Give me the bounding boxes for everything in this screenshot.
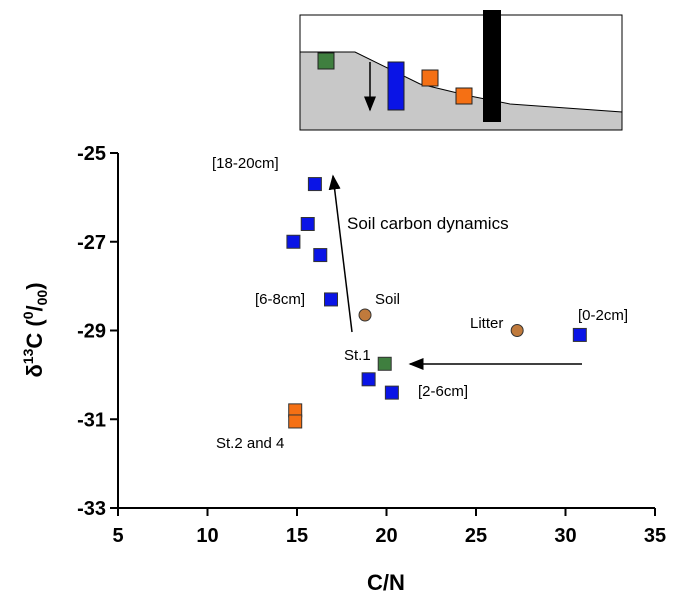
y-label-part: / xyxy=(22,305,47,311)
arrow xyxy=(328,174,353,333)
x-tick-label: 30 xyxy=(554,525,576,547)
point xyxy=(307,177,322,192)
x-tick-label: 25 xyxy=(465,525,487,547)
annotation: [18-20cm] xyxy=(212,155,279,172)
point xyxy=(313,248,328,263)
point xyxy=(572,327,587,342)
y-axis-label: δ13C (0/00) xyxy=(20,282,50,377)
point xyxy=(286,234,301,249)
annotation: Soil carbon dynamics xyxy=(347,214,509,233)
annotation: [0-2cm] xyxy=(578,307,628,324)
y-tick-label: -27 xyxy=(77,232,106,254)
y-label-part: δ xyxy=(22,364,47,377)
annotation: [2-6cm] xyxy=(418,383,468,400)
x-tick-label: 35 xyxy=(644,525,666,547)
annotation: Soil xyxy=(375,291,400,308)
inset-diagram xyxy=(299,10,623,131)
y-label-part: C ( xyxy=(22,319,47,349)
point xyxy=(358,308,372,322)
point xyxy=(300,217,315,231)
point xyxy=(361,372,376,387)
y-label-part: ) xyxy=(22,282,47,289)
x-axis-label: C/N xyxy=(367,570,405,595)
point xyxy=(510,324,524,337)
x-tick-label: 15 xyxy=(286,525,308,547)
y-tick-label: -33 xyxy=(77,498,106,520)
y-label-part: 0 xyxy=(20,311,36,319)
point xyxy=(384,385,399,400)
y-label-part: 13 xyxy=(20,348,36,364)
x-tick-label: 10 xyxy=(196,525,218,547)
y-tick-label: -29 xyxy=(77,321,106,343)
point xyxy=(324,292,339,307)
x-tick-label: 20 xyxy=(375,525,397,547)
y-tick-label: -31 xyxy=(77,409,106,431)
annotation: Litter xyxy=(470,315,503,332)
point xyxy=(377,356,392,371)
annotation: [6-8cm] xyxy=(255,291,305,308)
y-label-part: 00 xyxy=(34,290,50,306)
point xyxy=(288,414,303,429)
x-tick-label: 5 xyxy=(112,525,123,547)
annotation: St.2 and 4 xyxy=(216,435,284,452)
annotation: St.1 xyxy=(344,347,371,364)
y-tick-label: -25 xyxy=(77,143,106,165)
